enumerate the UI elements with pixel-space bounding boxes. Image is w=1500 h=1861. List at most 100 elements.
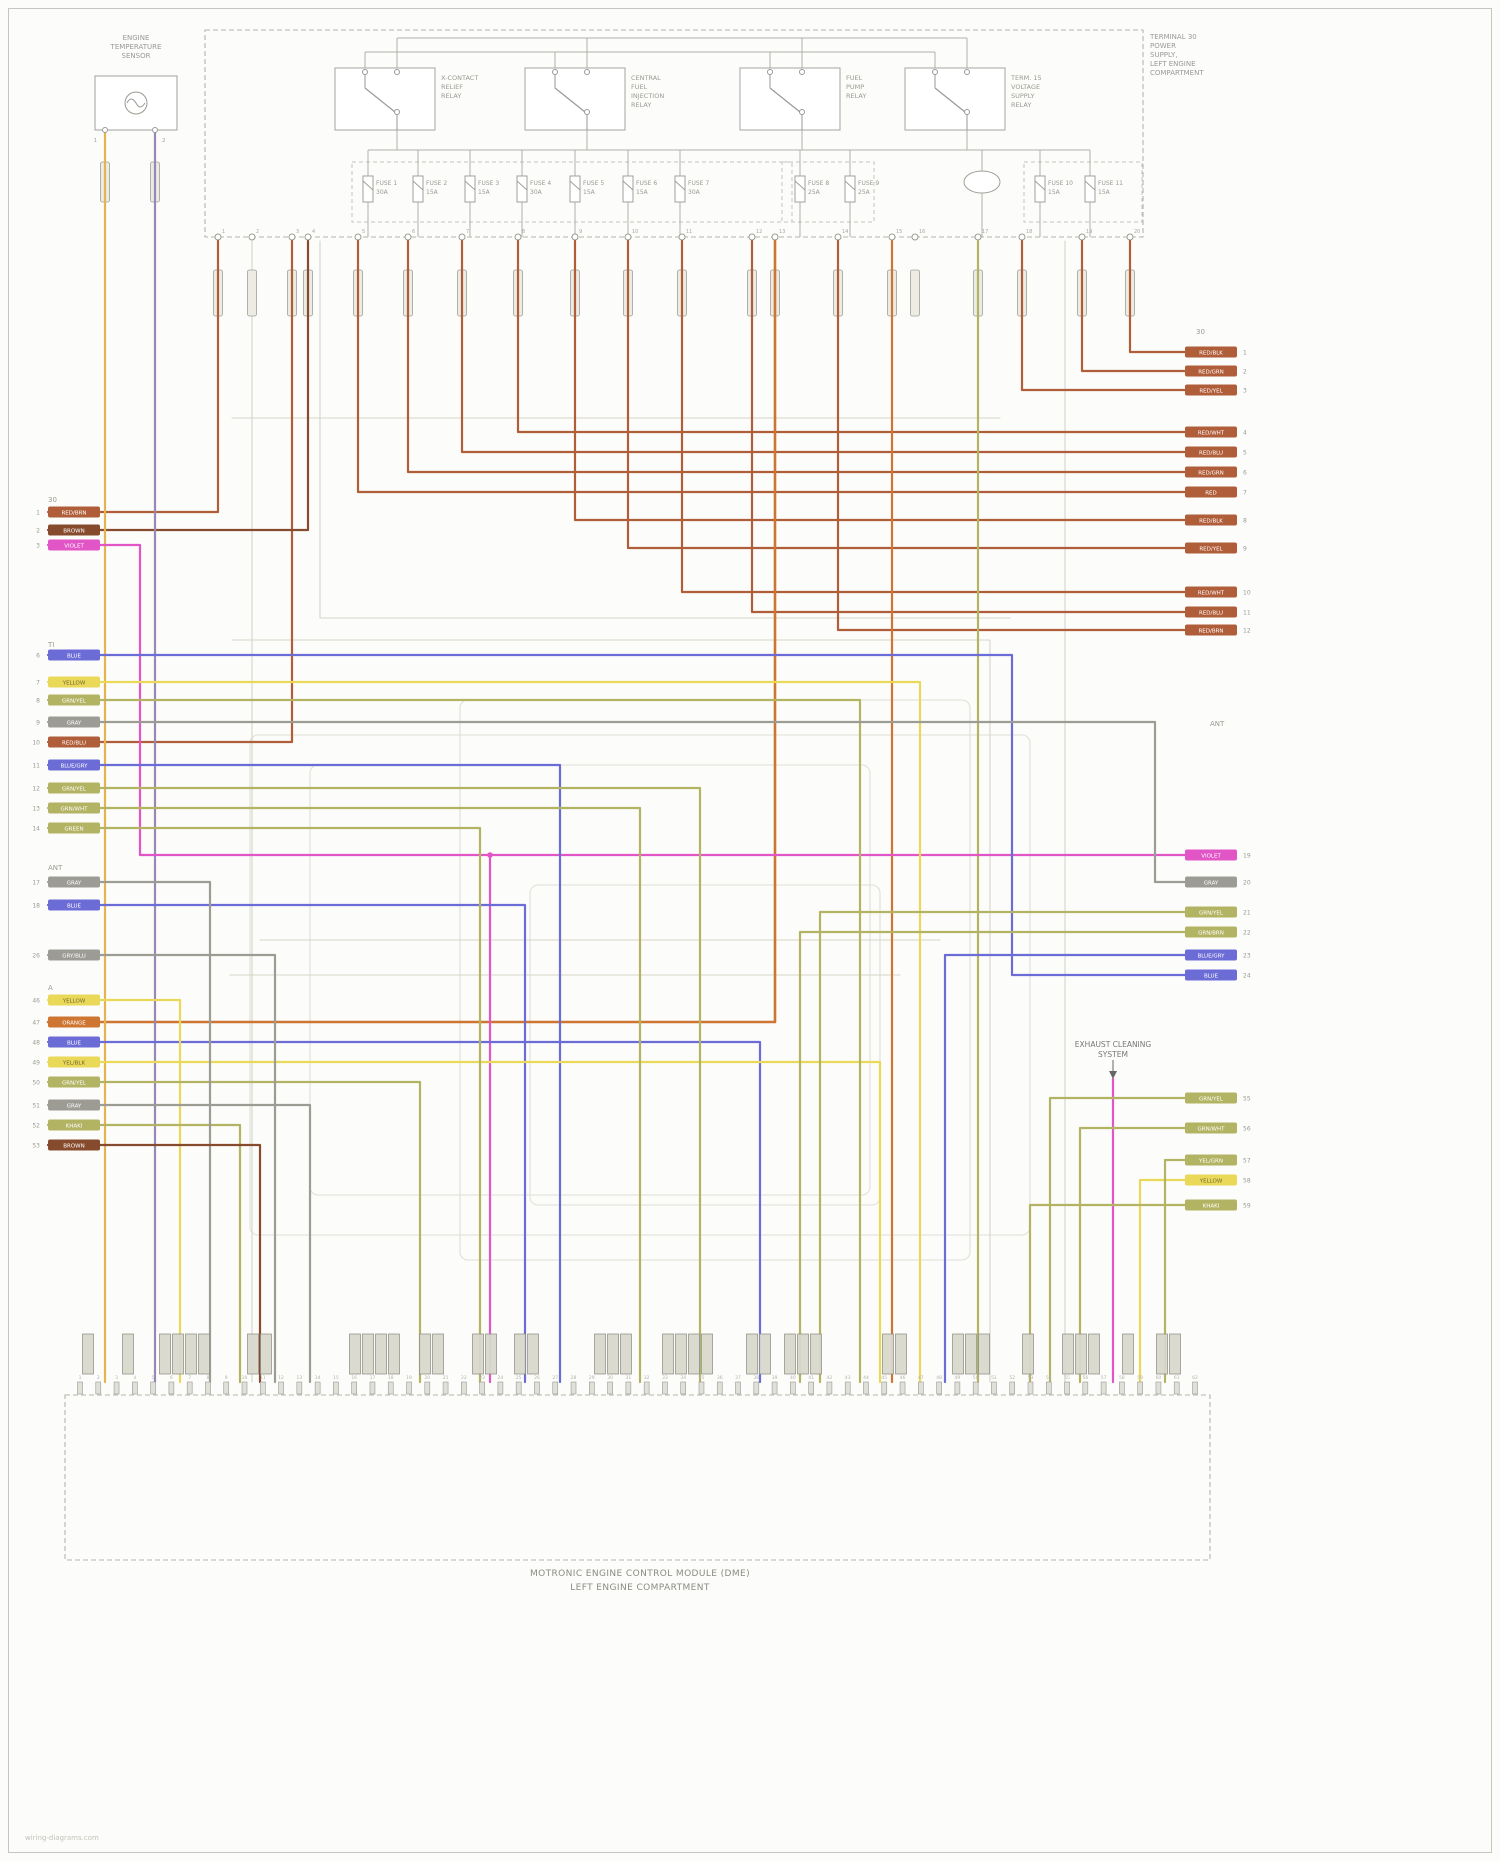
wire-khaki (1078, 1126, 1187, 1384)
wire-loop (459, 699, 971, 1261)
ecm-pin-number: 29 (589, 1375, 595, 1381)
note-line: LEFT ENGINE (1150, 60, 1196, 69)
ecm-pin-number: 21 (443, 1375, 449, 1381)
box-terminal (888, 233, 896, 241)
ecm-pin (1173, 1381, 1180, 1395)
pin-number: 20 (1243, 880, 1251, 887)
ecm-pin-number: 11 (260, 1375, 266, 1381)
wire-label-text: RED/GRN (1198, 471, 1224, 477)
ecm-pin-number: 45 (881, 1375, 887, 1381)
relay-label: FUEL (846, 74, 863, 82)
fuse-group-box (351, 161, 793, 223)
wire-label-text: GRAY (67, 1104, 82, 1110)
pin-number: 11 (1243, 610, 1251, 617)
bottom-connector (1022, 1333, 1034, 1375)
pin-number: 50 (32, 1080, 40, 1087)
ecm-pin-number: 22 (461, 1375, 467, 1381)
wire-blue (46, 763, 562, 1384)
ecm-pin (314, 1381, 321, 1395)
wire-orange (46, 239, 777, 1024)
exhaust-system-label: EXHAUST CLEANING SYSTEM (1035, 1040, 1191, 1060)
wire-label (1185, 384, 1237, 396)
bottom-connector (965, 1333, 977, 1375)
pin-number: 10 (1243, 590, 1251, 597)
pin-number: 9 (1243, 546, 1247, 553)
pin-number: 3 (36, 543, 40, 550)
ecm-pin-number: 32 (644, 1375, 650, 1381)
ecm-pin-number: 14 (315, 1375, 321, 1381)
relay-switch (364, 87, 396, 113)
box-terminal (771, 233, 779, 241)
wire-brown (46, 239, 310, 532)
wire-label (48, 1016, 100, 1028)
bottom-connector (620, 1333, 632, 1375)
wire-label (48, 676, 100, 688)
wire-label (48, 524, 100, 536)
ecm-pin (150, 1381, 156, 1395)
wire-label-text: VIOLET (1201, 854, 1221, 860)
ecm-pin-number: 10 (242, 1375, 248, 1381)
ecm-pin-number: 4 (133, 1375, 136, 1381)
terminal-number: 4 (312, 229, 315, 235)
pin-number: 59 (1243, 1203, 1251, 1210)
wire-label (1185, 949, 1237, 961)
wire-label-text: YELLOW (62, 681, 86, 687)
note-line: COMPARTMENT (1150, 69, 1204, 78)
ecm-pin (113, 1381, 120, 1395)
ecm-pin-number: 37 (735, 1375, 741, 1381)
ecm-pin-number: 57 (1101, 1375, 1107, 1381)
pin-number: 2 (36, 528, 40, 535)
wire-label (48, 782, 100, 794)
inline-connector (247, 269, 257, 317)
terminal-number: 10 (632, 229, 638, 235)
ecm-pin-number: 60 (1156, 1375, 1162, 1381)
pin-number: 4 (1243, 430, 1247, 437)
pin-number: 14 (32, 826, 40, 833)
bottom-connector (978, 1333, 990, 1375)
fuse-name: FUSE 1 (376, 180, 397, 187)
side-note: ANT (1210, 720, 1225, 728)
terminal-number: 3 (296, 229, 299, 235)
wire-label-text: BLUE (1204, 974, 1219, 980)
terminal-number: 20 (1134, 229, 1140, 235)
wire-khaki (1163, 1158, 1187, 1384)
wire-label (48, 506, 100, 518)
component-label-line: TEMPERATURE (110, 43, 162, 52)
relay-label: CENTRAL (631, 74, 661, 82)
relay-terminal (767, 69, 773, 75)
fuse-name: FUSE 5 (583, 180, 604, 187)
wire-gray (46, 880, 212, 1384)
fuse-element (569, 180, 581, 191)
ecm-pin-number: 26 (534, 1375, 540, 1381)
ecm-pin (1009, 1381, 1016, 1395)
wire-gray (46, 720, 1187, 884)
fuse-name: FUSE 2 (426, 180, 447, 187)
box-terminal (304, 233, 312, 241)
wire-label (1185, 1122, 1237, 1134)
bottom-connector (82, 1333, 94, 1375)
bottom-connector (362, 1333, 374, 1375)
wire-label (48, 1036, 100, 1048)
ecm-pin-number: 54 (1046, 1375, 1052, 1381)
wire-blue (46, 903, 527, 1384)
fuse-name: FUSE 3 (478, 180, 499, 187)
fuse-name: FUSE 11 (1098, 180, 1123, 187)
note-line: POWER (1150, 42, 1176, 51)
bottom-connector (746, 1333, 758, 1375)
ecm-pin (808, 1381, 814, 1395)
wire-label-text: GRN/YEL (62, 1081, 87, 1087)
terminal-number: 8 (522, 229, 525, 235)
wire-gray (46, 1103, 312, 1384)
ecm-pin (1027, 1381, 1034, 1395)
ecm-pin-number: 42 (827, 1375, 833, 1381)
pin-number: 1 (1243, 350, 1247, 357)
ecm-pin-number: 17 (370, 1375, 376, 1381)
fuse-name: FUSE 8 (808, 180, 829, 187)
wire-label-text: BROWN (63, 1144, 84, 1150)
pin-number: 56 (1243, 1126, 1251, 1133)
ecm-caption: MOTRONIC ENGINE CONTROL MODULE (DME) LEF… (275, 1568, 1005, 1595)
box-terminal (748, 233, 756, 241)
ecm-pin-number: 34 (680, 1375, 686, 1381)
bottom-connector (701, 1333, 713, 1375)
